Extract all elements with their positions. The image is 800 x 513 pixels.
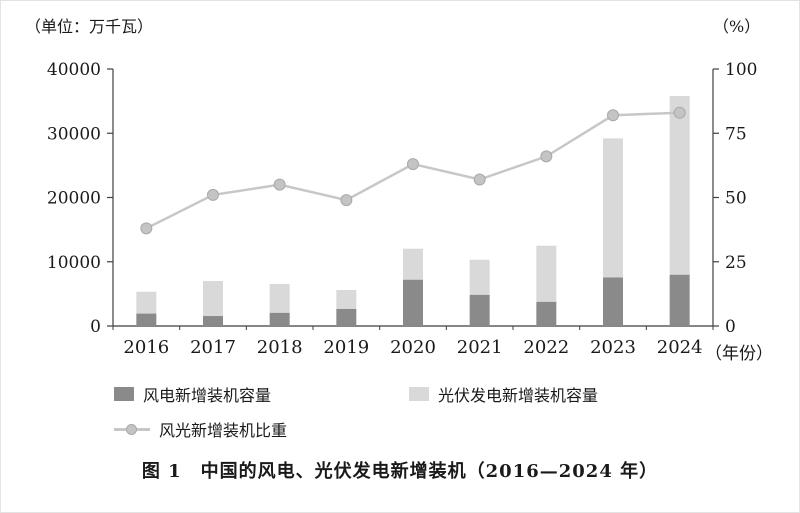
- solar-bar: [336, 290, 357, 309]
- right-axis-tick-label: 25: [725, 253, 747, 273]
- x-axis-category-label: 2020: [390, 337, 436, 358]
- x-axis-category-label: 2021: [457, 337, 503, 358]
- ratio-marker: [140, 222, 153, 235]
- x-axis-category-label: 2022: [523, 337, 569, 358]
- ratio-marker: [340, 194, 353, 207]
- wind-bar: [469, 294, 490, 326]
- left-axis-tick-label: 0: [90, 317, 101, 337]
- right-axis-tick-label: 50: [725, 189, 747, 209]
- ratio-marker: [473, 173, 486, 186]
- solar-bar: [603, 138, 623, 278]
- x-axis-category-label: 2023: [590, 337, 636, 358]
- left-axis-unit-label: （单位：万千瓦）: [25, 17, 154, 36]
- legend-item-solar: 光伏发电新增装机容量: [409, 382, 598, 406]
- wind-bar: [669, 274, 690, 326]
- legend-label-solar: 光伏发电新增装机容量: [438, 386, 599, 405]
- ratio-marker: [207, 188, 219, 201]
- wind-bar: [136, 313, 157, 326]
- legend-row: 风电新增装机容量 光伏发电新增装机容量: [114, 382, 598, 406]
- ratio-marker: [673, 106, 686, 119]
- ratio-line-swatch-icon: [114, 422, 150, 437]
- legend-label-ratio: 风光新增装机比重: [159, 421, 288, 440]
- solar-bar: [136, 291, 157, 314]
- left-axis-tick-label: 10000: [47, 253, 101, 273]
- solar-bar: [403, 248, 423, 280]
- x-axis-category-label: 2024: [657, 337, 703, 358]
- solar-bar-swatch-icon: [409, 387, 429, 401]
- ratio-marker: [607, 109, 619, 122]
- right-axis-tick-label: 75: [725, 124, 747, 144]
- ratio-marker: [273, 178, 286, 191]
- legend-item-wind: 风电新增装机容量: [114, 382, 409, 406]
- right-axis-tick-label: 100: [725, 60, 757, 80]
- figure-caption: 图 1 中国的风电、光伏发电新增装机（2016—2024 年）: [141, 461, 659, 482]
- x-axis-category-label: 2018: [257, 337, 303, 358]
- left-axis-tick-label: 20000: [47, 189, 101, 209]
- solar-bar: [203, 281, 223, 317]
- wind-bar: [536, 301, 557, 326]
- ratio-marker: [407, 158, 419, 171]
- right-axis-tick-label: 0: [725, 317, 736, 337]
- solar-bar: [469, 259, 490, 295]
- chart-legend: 风电新增装机容量 光伏发电新增装机容量 风光新增装机比重: [114, 382, 598, 441]
- legend-row: 风光新增装机比重: [114, 417, 598, 441]
- wind-bar: [603, 277, 623, 326]
- right-axis-unit-label: （%）: [713, 17, 761, 36]
- solar-bar: [269, 283, 290, 313]
- left-axis-tick-label: 30000: [47, 124, 101, 144]
- left-axis-tick-label: 40000: [47, 60, 101, 80]
- x-axis-unit-label: （年份）: [705, 344, 773, 364]
- wind-bar: [403, 279, 423, 326]
- ratio-marker: [540, 150, 553, 163]
- wind-bar: [269, 312, 290, 326]
- x-axis-category-label: 2017: [190, 337, 236, 358]
- solar-bar: [669, 95, 690, 275]
- x-axis-category-label: 2016: [123, 337, 169, 358]
- legend-item-ratio: 风光新增装机比重: [114, 417, 287, 441]
- legend-label-wind: 风电新增装机容量: [143, 386, 272, 405]
- solar-bar: [536, 245, 557, 302]
- wind-bar: [336, 308, 357, 326]
- x-axis-category-label: 2019: [323, 337, 369, 358]
- wind-bar-swatch-icon: [114, 387, 134, 401]
- wind-bar: [203, 316, 223, 326]
- ratio-line: [145, 111, 680, 230]
